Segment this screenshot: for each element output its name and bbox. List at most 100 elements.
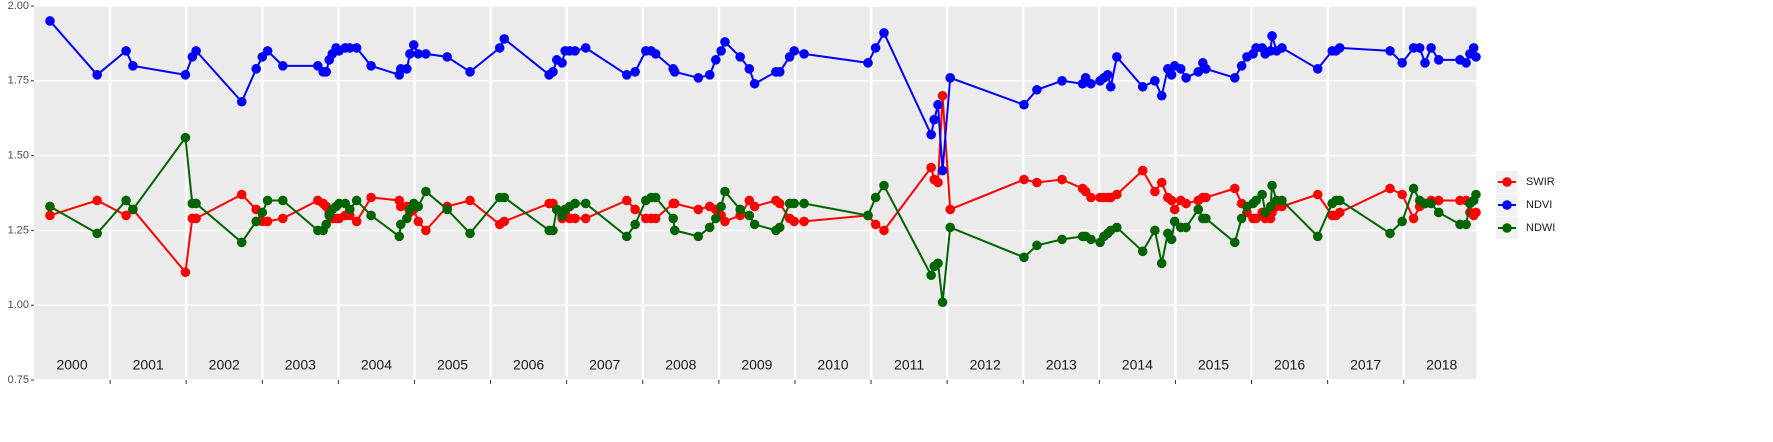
data-point <box>580 198 591 209</box>
data-point <box>1057 234 1067 245</box>
data-point <box>465 67 475 77</box>
data-point <box>650 192 661 203</box>
data-point <box>789 198 799 209</box>
data-point <box>128 204 138 215</box>
data-point <box>121 210 131 221</box>
data-point <box>1137 246 1148 257</box>
data-point <box>442 204 452 215</box>
data-point <box>945 73 955 83</box>
data-point <box>351 43 362 53</box>
data-point <box>421 225 431 236</box>
data-point <box>278 61 288 71</box>
data-point <box>251 216 261 227</box>
data-point <box>45 210 55 221</box>
data-point <box>774 67 785 77</box>
data-point <box>1201 213 1211 224</box>
data-point <box>413 201 424 212</box>
data-point <box>650 213 661 224</box>
data-point <box>933 177 943 188</box>
data-point <box>630 219 640 230</box>
data-point <box>402 64 412 74</box>
data-point <box>720 216 730 227</box>
data-point <box>191 213 201 224</box>
data-point <box>251 64 261 74</box>
legend-dot <box>1502 177 1512 187</box>
data-point <box>557 58 567 68</box>
data-point <box>421 186 431 197</box>
data-point <box>1019 174 1029 185</box>
data-point <box>711 213 721 224</box>
data-point <box>1166 70 1177 80</box>
data-point <box>413 49 424 59</box>
year-label: 2010 <box>817 357 848 373</box>
year-label: 2002 <box>209 357 240 373</box>
data-point <box>121 195 131 206</box>
data-point <box>45 16 55 26</box>
data-point <box>735 52 745 62</box>
data-point <box>92 195 102 206</box>
data-point <box>1236 61 1247 71</box>
data-point <box>720 37 730 47</box>
year-label: 2018 <box>1426 357 1457 373</box>
data-point <box>236 189 247 200</box>
legend-label: SWIR <box>1526 176 1555 188</box>
data-point <box>668 213 678 224</box>
data-point <box>1229 183 1240 194</box>
data-point <box>650 49 661 59</box>
data-point <box>413 216 424 227</box>
data-point <box>1156 258 1167 269</box>
data-point <box>879 28 889 38</box>
year-label: 2003 <box>285 357 316 373</box>
data-point <box>749 219 760 230</box>
data-point <box>1397 58 1407 68</box>
data-point <box>1169 204 1180 215</box>
data-point <box>570 213 580 224</box>
data-point <box>1461 58 1471 68</box>
data-point <box>1032 240 1042 251</box>
data-point <box>1150 225 1160 236</box>
data-point <box>716 46 726 56</box>
data-point <box>1175 64 1186 74</box>
data-point <box>937 165 948 176</box>
data-point <box>1102 70 1113 80</box>
y-tick-label: 0.75 <box>8 374 29 386</box>
data-point <box>1193 204 1204 215</box>
data-point <box>630 67 640 77</box>
year-label: 2012 <box>970 357 1001 373</box>
data-point <box>1471 52 1481 62</box>
data-point <box>1251 195 1261 206</box>
data-point <box>180 70 191 80</box>
data-point <box>1032 177 1042 188</box>
year-label: 2015 <box>1198 357 1229 373</box>
data-point <box>1201 192 1211 203</box>
data-point <box>933 99 943 110</box>
data-point <box>402 213 412 224</box>
y-tick-label: 1.00 <box>8 299 29 311</box>
data-point <box>1086 78 1096 89</box>
data-point <box>926 270 936 281</box>
data-point <box>180 132 191 143</box>
data-point <box>278 213 288 224</box>
data-point <box>870 192 881 203</box>
data-point <box>421 49 431 59</box>
year-label: 2017 <box>1350 357 1381 373</box>
data-point <box>789 216 799 227</box>
data-point <box>1156 177 1167 188</box>
data-point <box>1086 192 1096 203</box>
data-point <box>236 96 247 107</box>
data-point <box>395 219 406 230</box>
data-point <box>1257 189 1267 200</box>
data-point <box>262 216 273 227</box>
legend-dot <box>1502 223 1512 233</box>
data-point <box>499 34 510 44</box>
data-point <box>1397 216 1407 227</box>
data-point <box>704 222 715 233</box>
data-point <box>1414 43 1425 53</box>
data-point <box>1334 195 1345 206</box>
data-point <box>735 204 745 215</box>
data-point <box>774 198 785 209</box>
data-point <box>799 49 809 59</box>
year-label: 2013 <box>1046 357 1077 373</box>
data-point <box>278 195 288 206</box>
data-point <box>92 70 102 80</box>
